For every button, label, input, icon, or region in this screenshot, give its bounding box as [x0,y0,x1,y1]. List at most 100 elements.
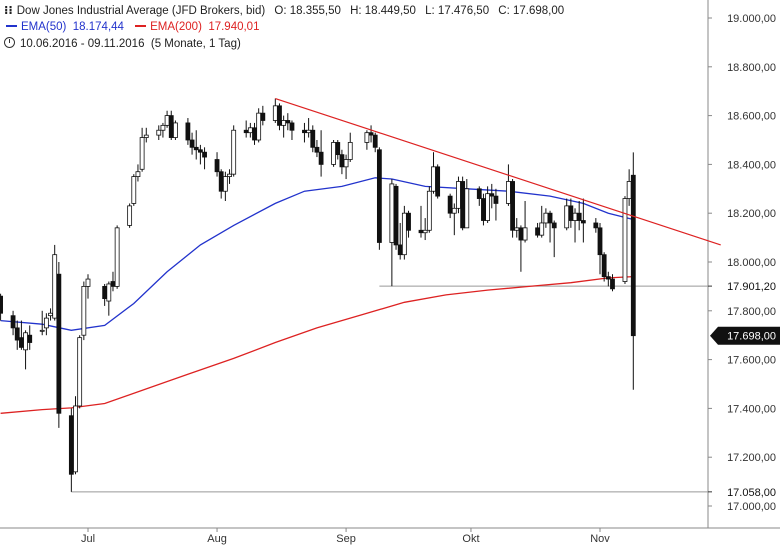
candle-up [173,122,178,138]
candle-down [339,154,345,168]
chart-title: Dow Jones Industrial Average (JFD Broker… [16,5,266,17]
candle-up [464,188,470,229]
y-tick-label: 18.000,00 [727,257,776,269]
candle-down [193,146,199,151]
candle-up [256,112,262,141]
candle-up [43,317,49,329]
candle-down [605,276,611,280]
ema50-legend-swatch [6,24,17,27]
candle-down [10,315,16,329]
candle-up [426,190,432,231]
ema50-line [0,177,634,331]
y-tick-label: 17.800,00 [727,306,776,318]
x-tick-label: Okt [462,533,479,545]
candle-down [68,415,74,475]
candle-up [73,405,78,473]
candle-down [218,171,224,192]
candle-up [331,142,336,165]
candle-down [393,185,399,246]
candle-down [56,273,62,414]
candle-up [364,132,370,143]
candle-down [551,222,557,229]
candle-up [160,124,166,131]
ema200-legend-label: EMA(200) [150,21,202,33]
candle-down [481,198,486,221]
candle-up [127,205,133,226]
candle-down [243,129,249,134]
candle-up [131,176,137,204]
candle-down [510,181,515,231]
range-note: (5 Monate, 1 Tag) [150,38,241,50]
candle-down [202,151,207,158]
date-range: 10.06.2016 - 09.11.2016 [20,38,145,50]
candle-down [460,181,466,229]
ema200-legend-value: 17.940,01 [208,21,260,33]
candle-up [106,283,112,302]
candle-down [14,327,20,341]
candle-down [547,212,553,224]
candle-down [447,195,453,214]
candle-up [48,312,53,317]
ema50-legend-value: 18.174,44 [72,21,124,33]
candle-down [601,254,607,278]
candle-up [347,142,353,160]
candle-up [135,171,141,178]
candle-down [518,227,524,241]
resistance-trendline [275,97,721,246]
candle-up [81,285,87,336]
candle-down [18,337,24,348]
candle-down [168,115,174,138]
ohlc-high: H: 18.449,50 [350,5,416,17]
candle-up [522,227,528,241]
candle-up [39,329,45,332]
candle-down [197,149,203,153]
x-tick-label: Jul [81,533,95,545]
candle-up [626,181,632,199]
candle-down [418,229,424,234]
candle-down [397,244,403,256]
y-tick-label: 18.600,00 [727,111,776,123]
candle-up [23,332,28,351]
y-tick-label: 17.000,00 [727,501,776,513]
ema200-legend-swatch [135,24,147,27]
candle-down [630,174,636,337]
candle-down [435,166,441,197]
candle-down [189,139,195,148]
candle-down [27,334,33,343]
y-tick-label: 18.200,00 [727,208,776,220]
candle-down [489,193,495,197]
candle-up [114,227,120,287]
last-price-label: 17.698,00 [727,331,776,343]
candle-down [568,205,574,221]
candle-down [252,127,257,141]
candle-up [85,278,91,287]
candle-down [277,105,282,126]
ema50-legend-label: EMA(50) [21,21,67,33]
x-tick-label: Sep [336,533,356,545]
candle-up [543,212,549,224]
ohlc-open: O: 18.355,50 [274,5,341,17]
candle-up [343,159,349,168]
candle-down [576,212,582,221]
candle-down [406,212,411,231]
y-tick-label: 17.200,00 [727,452,776,464]
candle-down [260,112,266,121]
candle-down [593,222,599,229]
candle-up [306,129,312,134]
candle-up [247,127,253,134]
candle-down [372,134,378,148]
candle-up [156,129,162,136]
candle-up [431,166,436,192]
candle-up [143,134,149,138]
candle-up [52,254,58,319]
candle-down [110,281,116,287]
candle-down [302,129,307,134]
candle-down [597,227,603,256]
candle-up [401,212,407,256]
y-tick-label: 17.400,00 [727,403,776,415]
candle-down [185,122,191,141]
ema200-line [0,275,634,414]
candle-up [222,176,228,192]
candle-up [622,198,628,282]
